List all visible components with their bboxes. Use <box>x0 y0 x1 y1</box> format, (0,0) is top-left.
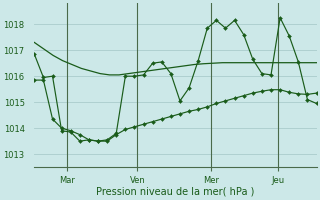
X-axis label: Pression niveau de la mer( hPa ): Pression niveau de la mer( hPa ) <box>96 187 255 197</box>
